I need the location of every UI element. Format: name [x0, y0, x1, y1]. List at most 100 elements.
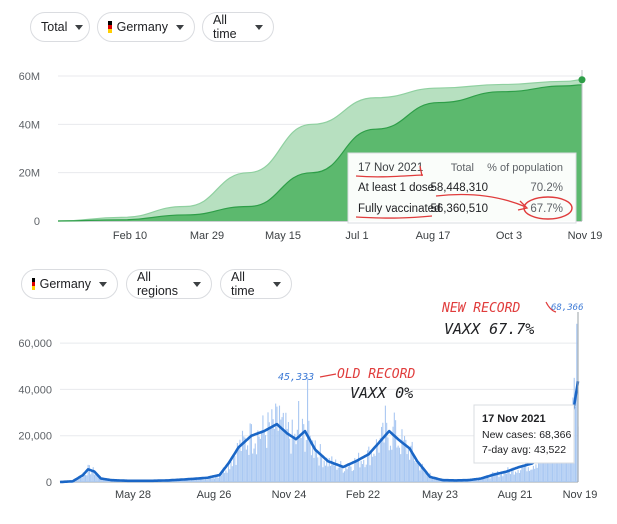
- daily-case-bar: [249, 423, 251, 482]
- daily-case-bar: [543, 455, 545, 482]
- daily-case-bar: [273, 428, 275, 482]
- daily-case-bar: [220, 475, 222, 482]
- daily-case-bar: [88, 465, 90, 482]
- daily-case-bar: [106, 479, 108, 482]
- daily-case-bar: [511, 468, 513, 482]
- annotation-old-record: OLD RECORD: [337, 367, 415, 382]
- daily-case-bar: [490, 473, 492, 482]
- daily-case-bar: [358, 452, 360, 482]
- daily-case-bar: [212, 476, 214, 482]
- daily-case-bar: [553, 456, 555, 482]
- daily-case-bar: [105, 479, 107, 482]
- daily-case-bar: [346, 469, 348, 482]
- period-dropdown-label: All time: [213, 13, 237, 41]
- daily-case-bar: [290, 453, 292, 482]
- daily-case-bar: [97, 474, 99, 482]
- daily-case-bar: [99, 478, 101, 482]
- daily-case-bar: [275, 403, 277, 482]
- daily-case-bar: [420, 467, 422, 482]
- tooltip-row1-total: 58,448,310: [430, 182, 488, 194]
- daily-case-bar: [472, 480, 474, 482]
- daily-case-bar: [498, 477, 500, 482]
- daily-case-bar: [304, 451, 306, 482]
- daily-case-bar: [92, 467, 94, 482]
- daily-case-bar: [406, 454, 408, 482]
- y-tick-label: 20,000: [18, 431, 52, 443]
- daily-case-bar: [254, 443, 256, 482]
- daily-case-bar: [301, 418, 304, 482]
- daily-case-bar: [208, 476, 210, 482]
- tooltip-col-total: Total: [451, 162, 474, 174]
- daily-case-bar: [262, 415, 264, 482]
- daily-case-bar: [373, 453, 375, 482]
- tooltip-row2-pct: 67.7%: [530, 203, 563, 215]
- daily-case-bar: [278, 405, 281, 482]
- daily-case-bar: [425, 472, 427, 482]
- daily-case-bar: [236, 443, 238, 482]
- daily-case-bar: [83, 473, 85, 482]
- daily-case-bar: [557, 449, 559, 482]
- country-dropdown-top[interactable]: Germany: [97, 12, 195, 42]
- daily-case-bar: [369, 465, 371, 482]
- daily-case-bar: [509, 474, 511, 482]
- tooltip-box: [347, 152, 577, 224]
- daily-case-bar: [359, 467, 361, 482]
- daily-case-bar: [520, 470, 522, 482]
- cases-tooltip-date: 17 Nov 2021: [482, 413, 546, 425]
- daily-case-bar: [201, 477, 203, 482]
- period-dropdown-bottom[interactable]: All time: [220, 269, 292, 299]
- x-tick-label: May 15: [265, 230, 301, 242]
- metric-dropdown-label: Total: [41, 20, 68, 34]
- line-at-least-one-dose: [57, 79, 583, 222]
- daily-case-bar: [521, 466, 523, 482]
- daily-case-bar: [525, 459, 527, 482]
- daily-case-bar: [502, 476, 504, 482]
- x-tick-label: Nov 19: [568, 230, 603, 242]
- daily-case-bar: [85, 475, 87, 482]
- region-dropdown[interactable]: All regions: [126, 269, 212, 299]
- daily-case-bar: [253, 448, 255, 482]
- tooltip-box: [473, 404, 575, 464]
- daily-case-bar: [531, 469, 533, 482]
- daily-case-bar: [351, 471, 353, 482]
- daily-case-bar: [307, 377, 309, 482]
- daily-case-bar: [393, 412, 395, 482]
- daily-case-bar: [267, 412, 269, 482]
- daily-case-bar: [309, 435, 311, 482]
- daily-case-bar: [372, 456, 374, 482]
- daily-case-bar: [576, 323, 578, 482]
- x-tick-label: May 23: [422, 489, 458, 501]
- daily-case-bar: [337, 467, 339, 482]
- metric-dropdown[interactable]: Total: [30, 12, 90, 42]
- daily-case-bar: [430, 478, 432, 482]
- x-tick-label: Nov 24: [272, 489, 307, 501]
- daily-case-bar: [79, 475, 82, 482]
- daily-case-bar: [395, 420, 397, 482]
- daily-case-bar: [474, 479, 476, 482]
- daily-case-bar: [360, 460, 362, 482]
- daily-case-bar: [90, 474, 92, 482]
- chevron-down-icon: [273, 281, 281, 287]
- daily-case-bar: [522, 465, 524, 482]
- daily-case-bar: [78, 478, 80, 482]
- x-tick-label: Aug 26: [197, 489, 232, 501]
- daily-case-bar: [485, 475, 487, 482]
- y-tick-label: 0: [46, 477, 52, 489]
- daily-case-bar: [196, 478, 198, 482]
- daily-case-bar: [216, 475, 218, 482]
- daily-case-bar: [319, 444, 321, 482]
- daily-case-bar: [341, 465, 343, 482]
- daily-case-bar: [266, 447, 268, 482]
- period-dropdown-top[interactable]: All time: [202, 12, 274, 42]
- vaccination-tooltip: 17 Nov 2021 Total % of population At lea…: [347, 152, 577, 224]
- daily-case-bar: [239, 439, 241, 482]
- tooltip-row2-total: 56,360,510: [430, 203, 488, 215]
- daily-case-bar: [391, 449, 393, 482]
- daily-case-bar: [226, 472, 228, 482]
- daily-case-bar: [104, 479, 106, 482]
- annotation-old-record-value: 45,333: [278, 372, 314, 383]
- country-dropdown-bottom[interactable]: Germany: [21, 269, 118, 299]
- daily-case-bar: [295, 444, 297, 482]
- daily-case-bar: [224, 472, 226, 482]
